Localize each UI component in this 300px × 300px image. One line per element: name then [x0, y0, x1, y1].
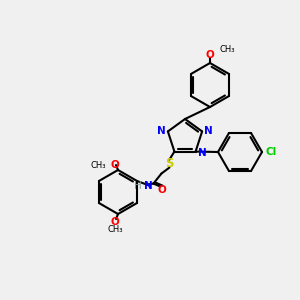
Text: N: N: [144, 181, 153, 190]
Text: CH₃: CH₃: [91, 160, 106, 169]
Text: CH₃: CH₃: [107, 226, 123, 235]
Text: H: H: [134, 181, 141, 190]
Text: N: N: [204, 126, 213, 136]
Text: O: O: [111, 160, 119, 170]
Text: CH₃: CH₃: [220, 46, 236, 55]
Text: O: O: [206, 50, 214, 60]
Text: N: N: [157, 126, 166, 136]
Text: S: S: [165, 157, 174, 170]
Text: O: O: [111, 217, 119, 227]
Text: N: N: [198, 148, 206, 158]
Text: Cl: Cl: [266, 147, 277, 157]
Text: O: O: [157, 184, 166, 195]
